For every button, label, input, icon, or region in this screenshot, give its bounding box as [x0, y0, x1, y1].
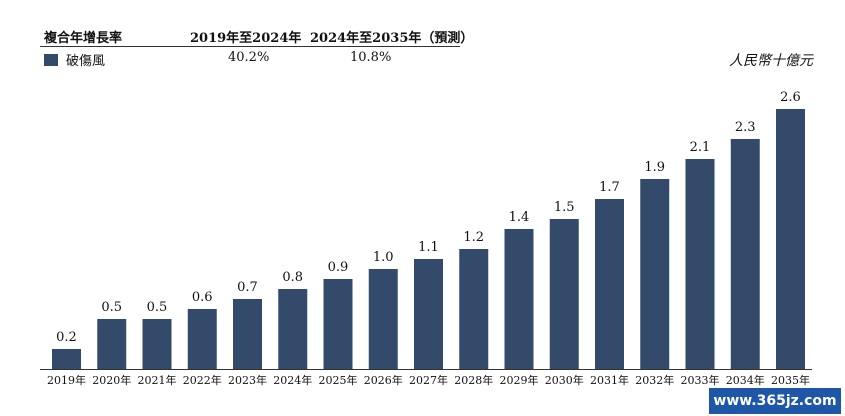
- x-tick-label: 2023年: [228, 373, 267, 387]
- bar-2033年: [685, 159, 715, 369]
- data-label: 2.6: [780, 90, 801, 105]
- cagr-value-period-1: 40.2%: [228, 50, 270, 65]
- data-label: 0.2: [56, 330, 77, 345]
- cagr-header-period-2: 2024年至2035年（預測）: [310, 31, 474, 46]
- data-label: 0.7: [237, 280, 258, 295]
- cagr-value-row: 破傷風 40.2% 10.8%: [40, 47, 460, 69]
- cagr-header-label: 複合年增長率: [44, 31, 123, 46]
- x-tick-label: 2026年: [364, 373, 403, 387]
- data-label: 1.2: [463, 230, 484, 245]
- bar-2028年: [459, 249, 489, 369]
- x-tick-label: 2019年: [47, 373, 86, 387]
- x-tick-label: 2027年: [409, 373, 448, 387]
- bar-2031年: [595, 199, 624, 369]
- data-label: 0.6: [192, 290, 213, 305]
- bar-2021年: [142, 319, 172, 369]
- x-tick-label: 2035年: [771, 373, 810, 387]
- x-tick-label: 2034年: [726, 373, 765, 387]
- watermark: www.365jz.com: [709, 388, 841, 414]
- data-label: 0.5: [147, 300, 168, 315]
- data-label: 1.7: [599, 180, 620, 195]
- data-label: 0.9: [328, 260, 349, 275]
- bar-2024年: [278, 289, 308, 369]
- x-tick-label: 2020年: [92, 373, 131, 387]
- x-tick-label: 2033年: [681, 373, 720, 387]
- x-tick-label: 2029年: [500, 373, 539, 387]
- data-label: 2.3: [735, 120, 756, 135]
- bar-2019年: [52, 349, 81, 369]
- legend-swatch: [44, 54, 58, 66]
- bar-2022年: [187, 309, 217, 369]
- bar-2023年: [233, 299, 262, 369]
- x-tick-label: 2022年: [183, 373, 222, 387]
- bar-2029年: [504, 229, 534, 369]
- data-label: 0.8: [282, 270, 303, 285]
- x-tick-label: 2030年: [545, 373, 584, 387]
- legend-entry: 破傷風: [44, 50, 105, 69]
- x-tick-label: 2032年: [635, 373, 674, 387]
- bar-2034年: [730, 139, 760, 369]
- x-tick-label: 2024年: [273, 373, 312, 387]
- cagr-header-row: 複合年增長率 2019年至2024年 2024年至2035年（預測）: [40, 24, 473, 47]
- data-label: 1.5: [554, 200, 575, 215]
- bar-2027年: [414, 259, 443, 369]
- x-tick-label: 2021年: [138, 373, 177, 387]
- data-label: 1.0: [373, 250, 394, 265]
- data-label: 1.1: [418, 240, 439, 255]
- bar-2026年: [368, 269, 398, 369]
- unit-label: 人民幣十億元: [729, 53, 813, 69]
- bar-2020年: [97, 319, 127, 369]
- data-label: 1.9: [644, 160, 665, 175]
- x-tick-label: 2025年: [319, 373, 358, 387]
- legend-label: 破傷風: [66, 54, 106, 69]
- cagr-value-period-2: 10.8%: [350, 50, 392, 65]
- x-tick-label: 2031年: [590, 373, 629, 387]
- cagr-header-period-1: 2019年至2024年: [190, 31, 302, 46]
- x-tick-label: 2028年: [454, 373, 493, 387]
- bar-2035年: [776, 109, 805, 369]
- bar-2025年: [323, 279, 353, 369]
- data-label: 1.4: [509, 210, 530, 225]
- cagr-table: 複合年增長率 2019年至2024年 2024年至2035年（預測） 破傷風 4…: [40, 24, 473, 69]
- data-label: 2.1: [690, 140, 711, 155]
- data-label: 0.5: [101, 300, 122, 315]
- bar-2032年: [640, 179, 670, 369]
- bar-2030年: [549, 219, 579, 369]
